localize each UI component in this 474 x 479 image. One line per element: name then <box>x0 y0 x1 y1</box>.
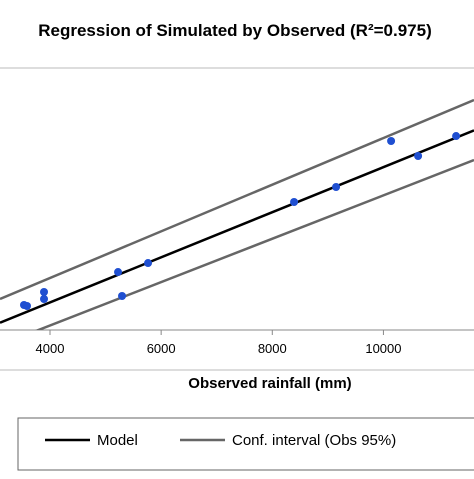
x-tick-label: 8000 <box>258 341 287 356</box>
plot-area <box>0 98 474 330</box>
data-point <box>414 152 423 161</box>
data-point <box>40 288 49 297</box>
x-tick-label: 10000 <box>365 341 401 356</box>
x-tick-label: 6000 <box>147 341 176 356</box>
legend-box <box>17 417 474 471</box>
data-point <box>290 198 299 207</box>
conf-line <box>35 158 474 330</box>
data-point <box>144 259 153 268</box>
conf-line <box>0 98 474 301</box>
data-point <box>40 295 49 304</box>
legend-label: Conf. interval (Obs 95%) <box>232 432 396 449</box>
data-point <box>452 132 461 141</box>
model-line <box>0 129 474 324</box>
legend-label: Model <box>97 432 138 449</box>
data-point <box>118 292 127 301</box>
data-point <box>387 136 396 145</box>
data-point <box>23 301 32 310</box>
data-point <box>114 268 123 277</box>
chart-title: Regression of Simulated by Observed (R²=… <box>38 21 431 40</box>
data-point <box>332 182 341 191</box>
x-tick-label: 4000 <box>36 341 65 356</box>
x-axis-title: Observed rainfall (mm) <box>188 375 351 392</box>
